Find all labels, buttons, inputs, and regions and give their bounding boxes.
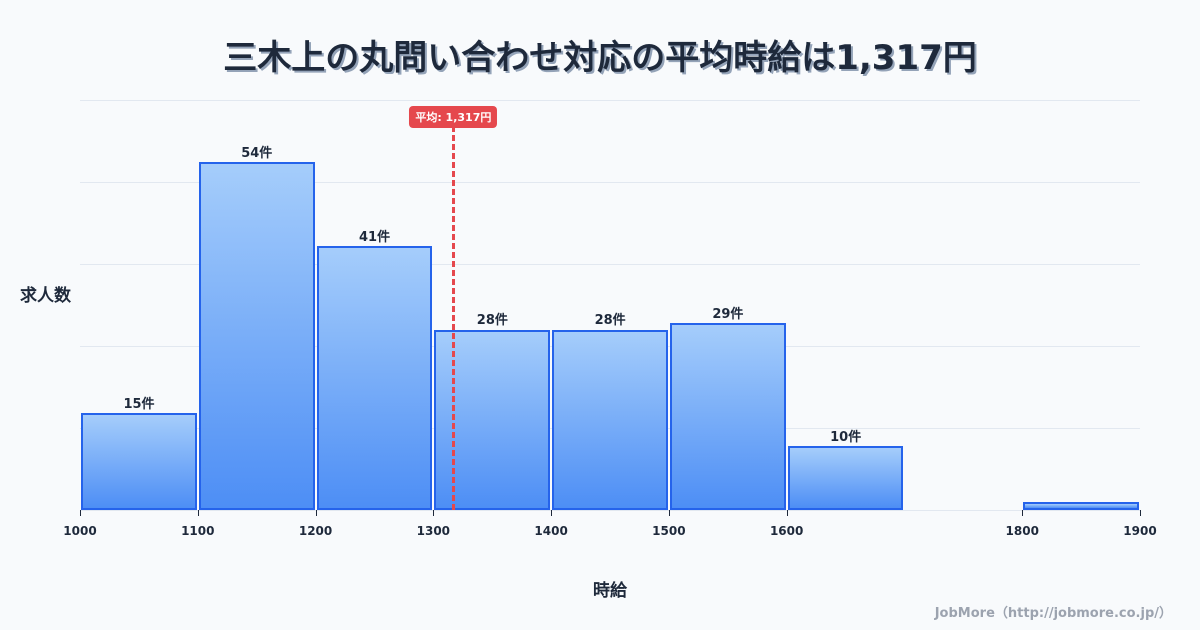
x-tick: [551, 510, 553, 516]
chart-title: 三木上の丸問い合わせ対応の平均時給は1,317円: [223, 38, 977, 78]
bar-value-label: 54件: [241, 145, 273, 161]
x-tick-label: 1800: [1005, 524, 1039, 538]
x-tick-label: 1000: [63, 524, 97, 538]
x-tick: [433, 510, 435, 516]
average-line: [452, 126, 456, 510]
x-tick-label: 1600: [769, 524, 804, 538]
x-tick: [1022, 510, 1024, 516]
x-tick: [1140, 510, 1141, 516]
x-tick: [668, 510, 670, 516]
histogram-bar: [669, 323, 786, 510]
x-axis-label: 時給: [593, 581, 627, 601]
histogram-bar: [787, 445, 904, 510]
x-tick-label: 1300: [416, 524, 451, 538]
average-badge: 平均: 1,317円: [409, 106, 498, 128]
x-tick: [786, 510, 788, 516]
x-tick-label: 1200: [298, 524, 333, 538]
footer-credit: JobMore（http://jobmore.co.jp/）: [934, 606, 1172, 621]
y-axis-label: 求人数: [20, 286, 71, 306]
bar-value-label: 15件: [123, 397, 155, 413]
bar-value-label: 28件: [594, 313, 626, 329]
x-tick-label: 1400: [534, 524, 568, 538]
gridline: [80, 100, 1140, 101]
x-tick-label: 1500: [652, 524, 686, 538]
histogram-bar: [198, 161, 315, 510]
x-tick: [80, 510, 81, 516]
bar-value-label: 10件: [830, 429, 862, 445]
x-tick-label: 1100: [181, 524, 215, 538]
histogram-bar: [81, 413, 197, 510]
histogram-bar: [1023, 502, 1139, 510]
x-tick-label: 1900: [1123, 524, 1157, 538]
x-tick: [315, 510, 317, 516]
plot-area: 15件 54件 41件 28件 28件 29件 10件 1000 1100 1200 1300 140…: [63, 100, 1157, 538]
gridline: [80, 264, 1140, 265]
bar-value-label: 29件: [712, 307, 744, 323]
bar-value-label: 28件: [476, 313, 508, 329]
gridline: [80, 182, 1140, 183]
bar-value-label: 41件: [359, 229, 391, 245]
gridline: [80, 510, 1140, 511]
histogram-bar: [552, 329, 668, 510]
x-tick: [197, 510, 199, 516]
histogram-bar: [316, 245, 433, 510]
